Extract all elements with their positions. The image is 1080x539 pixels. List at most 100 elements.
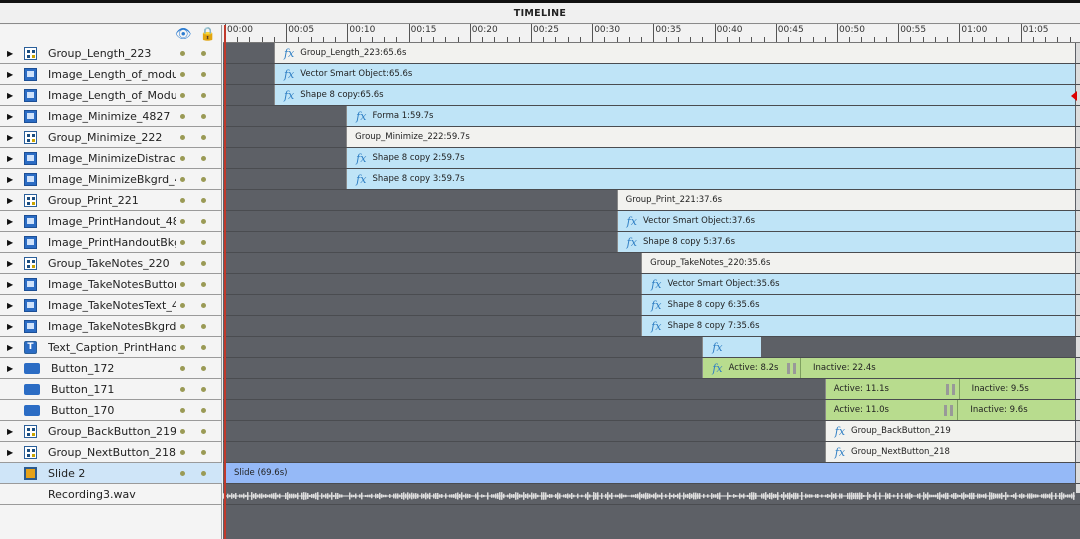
timeline-bar[interactable]: fx Vector Smart Object:65.6s [273,64,1075,84]
visibility-toggle[interactable] [180,114,185,119]
layer-row[interactable]: ▶ Image_MinimizeBkgrd_48... [0,169,222,190]
playhead[interactable] [224,25,226,539]
expand-arrow-icon[interactable]: ▶ [7,237,14,247]
pause-handle-icon[interactable] [787,362,796,374]
lock-toggle[interactable] [201,177,206,182]
visibility-toggle[interactable] [180,408,185,413]
pause-handle-icon[interactable] [944,404,954,416]
layer-row[interactable]: ▶ Image_MinimizeDistracti... [0,148,222,169]
effects-icon[interactable]: fx [356,109,367,123]
visibility-toggle[interactable] [180,429,185,434]
effects-icon[interactable]: fx [356,172,367,186]
layer-row[interactable]: Button_171 [0,379,222,400]
effects-icon[interactable]: fx [834,424,846,438]
layer-row[interactable]: ▶ Button_172 [0,358,222,379]
layer-row[interactable]: ▶ Group_TakeNotes_220 [0,253,222,274]
effects-icon[interactable]: fx [283,88,295,102]
expand-arrow-icon[interactable]: ▶ [7,90,14,100]
expand-arrow-icon[interactable]: ▶ [7,279,14,289]
visibility-toggle[interactable] [180,303,185,308]
lock-toggle[interactable] [201,51,206,56]
lock-toggle[interactable] [201,135,206,140]
expand-arrow-icon[interactable]: ▶ [7,48,14,58]
lock-toggle[interactable] [201,282,206,287]
visibility-toggle[interactable] [180,240,185,245]
effects-icon[interactable]: fx [712,340,723,354]
timeline-bar[interactable]: Active: 11.0s Inactive: 9.6s [824,400,1075,420]
lock-toggle[interactable] [201,366,206,371]
visibility-toggle[interactable] [180,345,185,350]
timeline-bar[interactable]: Group_TakeNotes_220:35.6s [641,253,1075,273]
timeline-bar[interactable]: fx Group_NextButton_218 [824,442,1075,462]
timeline-bar[interactable]: fx Shape 8 copy 5:37.6s [616,232,1075,252]
lock-toggle[interactable] [201,156,206,161]
timeline-bar[interactable]: fx [702,337,762,357]
lock-toggle[interactable] [201,324,206,329]
layer-row[interactable]: ▶ Group_Print_221 [0,190,222,211]
timeline-bar[interactable]: fx Vector Smart Object:37.6s [616,211,1075,231]
visibility-toggle[interactable] [180,324,185,329]
timeline-bar[interactable]: fx Active: 8.2s Inactive: 22.4s [702,358,1075,378]
visibility-toggle[interactable] [180,156,185,161]
layer-row[interactable]: ▶ Group_Minimize_222 [0,127,222,148]
visibility-toggle[interactable] [180,135,185,140]
layer-row[interactable]: ▶ T Text_Caption_PrintHando... [0,337,222,358]
timeline-bar[interactable]: fx Group_Length_223:65.6s [273,43,1075,63]
lock-toggle[interactable] [201,114,206,119]
timeline-bar[interactable]: fx Forma 1:59.7s [346,106,1075,126]
timeline-bar[interactable]: Active: 11.1s Inactive: 9.5s [824,379,1075,399]
visibility-toggle[interactable] [180,198,185,203]
timeline-bar[interactable]: Group_Minimize_222:59.7s [346,127,1075,147]
pause-handle-icon[interactable] [945,383,955,395]
visibility-toggle[interactable] [180,387,185,392]
expand-arrow-icon[interactable]: ▶ [7,174,14,184]
effects-icon[interactable]: fx [626,235,637,249]
visibility-toggle[interactable] [180,219,185,224]
layer-row[interactable]: ▶ Image_TakeNotesText_4... [0,295,222,316]
layer-row[interactable]: Button_170 [0,400,222,421]
lock-toggle[interactable] [201,408,206,413]
visibility-toggle[interactable] [180,177,185,182]
expand-arrow-icon[interactable]: ▶ [7,111,14,121]
lock-icon[interactable]: 🔒 [199,27,216,42]
layer-row[interactable]: ▶ Image_PrintHandoutBkgr... [0,232,222,253]
effects-icon[interactable]: fx [651,319,662,333]
eye-icon[interactable]: 👁 [175,27,192,42]
visibility-toggle[interactable] [180,51,185,56]
visibility-toggle[interactable] [180,93,185,98]
lock-toggle[interactable] [201,429,206,434]
effects-icon[interactable]: fx [283,46,295,60]
visibility-toggle[interactable] [180,72,185,77]
expand-arrow-icon[interactable]: ▶ [7,132,14,142]
layer-row[interactable]: Recording3.wav [0,484,222,505]
effects-icon[interactable]: fx [626,214,637,228]
lock-toggle[interactable] [201,261,206,266]
effects-icon[interactable]: fx [834,445,846,459]
timeline-tracks[interactable]: 00:00 00:05 00:10 00:15 00:20 00:25 00:30 00:35… [223,24,1080,539]
time-ruler[interactable]: 00:00 00:05 00:10 00:15 00:20 00:25 00:30 00:35… [223,24,1080,43]
lock-toggle[interactable] [201,72,206,77]
timeline-bar[interactable]: fx Group_BackButton_219 [824,421,1075,441]
effects-icon[interactable]: fx [283,67,295,81]
visibility-toggle[interactable] [180,450,185,455]
expand-arrow-icon[interactable]: ▶ [7,321,14,331]
visibility-toggle[interactable] [180,261,185,266]
timeline-bar[interactable]: Slide (69.6s) [225,463,1075,483]
timeline-bar[interactable]: fx Shape 8 copy 2:59.7s [346,148,1075,168]
layer-row[interactable]: ▶ Group_BackButton_219 [0,421,222,442]
timeline-bar[interactable]: fx Shape 8 copy 7:35.6s [641,316,1075,336]
expand-arrow-icon[interactable]: ▶ [7,258,14,268]
layer-row[interactable]: Slide 2 [0,463,222,484]
layer-row[interactable]: ▶ Image_Length_of_Modul... [0,85,222,106]
lock-toggle[interactable] [201,345,206,350]
expand-arrow-icon[interactable]: ▶ [7,447,14,457]
visibility-toggle[interactable] [180,366,185,371]
visibility-toggle[interactable] [180,282,185,287]
expand-arrow-icon[interactable]: ▶ [7,300,14,310]
timeline-bar[interactable]: fx Shape 8 copy 6:35.6s [641,295,1075,315]
layer-row[interactable]: ▶ Image_TakeNotesBkgrd_... [0,316,222,337]
timeline-bar[interactable]: fx Vector Smart Object:35.6s [641,274,1075,294]
layer-row[interactable]: ▶ Group_NextButton_218 [0,442,222,463]
expand-arrow-icon[interactable]: ▶ [7,363,14,373]
lock-toggle[interactable] [201,219,206,224]
